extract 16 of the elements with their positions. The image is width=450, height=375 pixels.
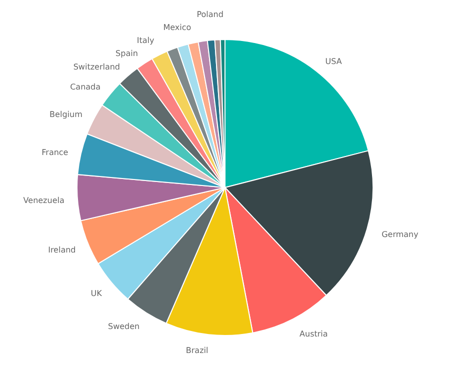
slice-label: Switzerland	[73, 62, 120, 72]
slice-label: Belgium	[50, 110, 83, 120]
slice-label: Ireland	[48, 246, 76, 255]
slice-label: Poland	[196, 10, 224, 20]
slice-label: Brazil	[186, 346, 208, 356]
slice-label: Mexico	[163, 23, 192, 32]
slice-label: Venezuela	[23, 196, 64, 206]
slice-label: Austria	[300, 329, 328, 338]
slice-label: UK	[90, 289, 103, 298]
slice-label: Sweden	[108, 322, 140, 332]
slice-label: USA	[325, 56, 342, 66]
slice-label: Italy	[136, 36, 155, 46]
slice-label: France	[42, 148, 68, 158]
slice-label: Spain	[116, 49, 138, 58]
slice-label: Canada	[70, 82, 101, 92]
slice-label: Germany	[382, 230, 419, 240]
